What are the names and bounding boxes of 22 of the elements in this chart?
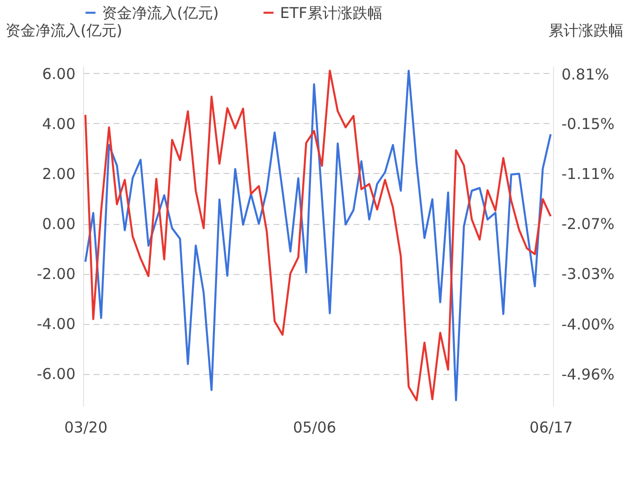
y2-tick-label: -3.03% (562, 264, 615, 283)
y2-tick-label: -2.07% (562, 215, 615, 234)
legend-label: 资金净流入(亿元) (102, 4, 219, 22)
y2-axis-title: 累计涨跌幅 (548, 22, 624, 40)
legend-label: ETF累计涨跌幅 (280, 4, 382, 22)
y2-tick-label: -4.96% (562, 365, 615, 384)
x-tick-label: 03/20 (64, 418, 108, 436)
y-tick-label: 4.00 (42, 115, 76, 133)
x-tick-label: 06/17 (530, 418, 573, 436)
y2-tick-label: -0.15% (562, 115, 615, 134)
y-tick-label: -6.00 (36, 365, 76, 383)
x-tick-label: 05/06 (292, 418, 336, 436)
y2-tick-label: -1.11% (562, 165, 615, 184)
y-tick-label: 2.00 (42, 165, 76, 183)
y2-tick-label: 0.81% (562, 65, 610, 84)
line-series (84, 70, 552, 402)
y-axis-title: 资金净流入(亿元) (6, 22, 122, 40)
y-tick-label: -4.00 (36, 315, 76, 333)
y-tick-label: -2.00 (36, 265, 76, 283)
y-tick-label: 6.00 (42, 65, 76, 83)
y-tick-label: 0.00 (42, 215, 76, 233)
y2-tick-label: -4.00% (562, 315, 615, 334)
